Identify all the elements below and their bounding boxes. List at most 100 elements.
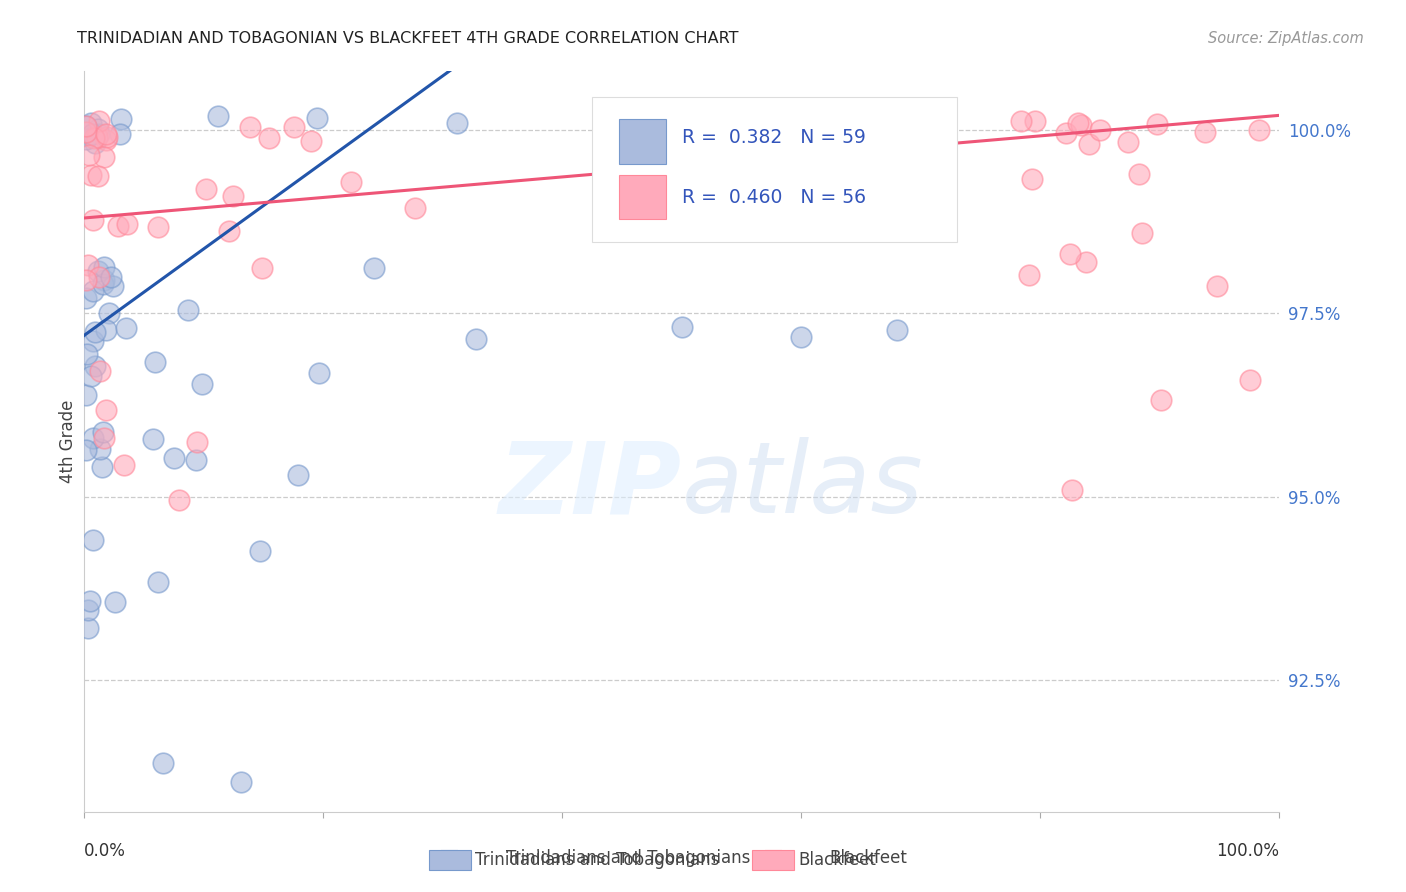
Point (184, 452, 207, 467)
Point (89, 442, 111, 456)
Point (163, 450, 186, 465)
Point (82, 334, 104, 349)
Point (104, 594, 127, 608)
FancyBboxPatch shape (619, 120, 666, 164)
Point (1116, 135, 1139, 149)
Text: □: □ (440, 848, 460, 868)
Point (86, 169, 108, 183)
Text: ZIP: ZIP (499, 437, 682, 534)
Point (1090, 123, 1112, 137)
Point (142, 432, 165, 446)
Point (146, 574, 169, 589)
Text: Trinidadians and Tobagonians: Trinidadians and Tobagonians (506, 849, 751, 867)
Point (77, 621, 100, 635)
Point (75, 291, 97, 305)
Point (83, 136, 105, 150)
Point (80, 168, 103, 182)
Point (112, 458, 135, 472)
Point (340, 175, 363, 189)
Point (82, 533, 104, 547)
Text: R =  0.382   N = 59: R = 0.382 N = 59 (682, 128, 866, 147)
Point (363, 260, 385, 275)
FancyBboxPatch shape (619, 175, 666, 219)
Point (1067, 116, 1090, 130)
Point (177, 302, 200, 317)
Point (910, 136, 932, 151)
Text: 0.0%: 0.0% (84, 842, 127, 860)
Point (1128, 167, 1150, 181)
Point (87, 127, 110, 141)
Point (82, 284, 104, 298)
Point (1054, 126, 1077, 140)
Point (80, 369, 103, 384)
Point (75, 443, 97, 458)
Point (308, 366, 330, 380)
Point (75, 125, 97, 139)
Point (75, 132, 97, 146)
Point (287, 467, 309, 482)
Point (93, 260, 115, 274)
Point (218, 224, 240, 238)
Point (886, 323, 908, 337)
Point (98, 306, 121, 320)
Point (194, 182, 217, 196)
Point (96, 130, 118, 145)
Point (1132, 226, 1154, 240)
Point (299, 134, 322, 148)
Point (283, 120, 305, 135)
Point (77, 148, 100, 162)
Point (239, 120, 262, 134)
Point (207, 109, 229, 123)
Point (257, 130, 280, 145)
Text: Trinidadians and Tobagonians: Trinidadians and Tobagonians (475, 851, 720, 869)
Point (790, 330, 813, 344)
Point (1076, 254, 1098, 268)
Point (1010, 114, 1032, 128)
Point (82, 212, 104, 227)
Point (94, 127, 117, 141)
Point (89, 364, 111, 378)
Point (1021, 172, 1043, 186)
Point (75, 119, 97, 133)
Point (115, 321, 138, 335)
Point (231, 775, 253, 789)
Point (222, 188, 245, 202)
Point (75, 273, 97, 287)
Point (152, 756, 174, 771)
Point (96, 403, 118, 417)
Point (1024, 113, 1046, 128)
Point (93, 150, 115, 164)
Point (1239, 373, 1261, 387)
Text: Blackfeet: Blackfeet (830, 849, 907, 867)
Point (80, 127, 103, 141)
Text: Blackfeet: Blackfeet (799, 851, 876, 869)
Point (84, 359, 107, 373)
Point (250, 261, 273, 276)
Point (1062, 483, 1084, 498)
Text: atlas: atlas (682, 437, 924, 534)
Point (89, 113, 111, 128)
Point (86, 130, 108, 145)
Point (91, 277, 114, 292)
Point (110, 127, 132, 141)
Point (75, 388, 97, 402)
Point (851, 124, 873, 138)
Point (84, 326, 107, 340)
Text: TRINIDADIAN AND TOBAGONIAN VS BLACKFEET 4TH GRADE CORRELATION CHART: TRINIDADIAN AND TOBAGONIAN VS BLACKFEET … (77, 31, 738, 46)
Text: 100.0%: 100.0% (1216, 842, 1279, 860)
Y-axis label: 4th Grade: 4th Grade (59, 400, 77, 483)
Point (446, 116, 468, 130)
Point (143, 355, 166, 369)
Point (671, 319, 693, 334)
Point (1070, 118, 1092, 132)
Point (76, 258, 98, 272)
Point (93, 431, 115, 445)
Point (404, 201, 426, 215)
Point (1206, 279, 1229, 293)
Point (80, 116, 103, 130)
Point (1078, 136, 1101, 151)
Point (83, 131, 105, 145)
Point (1247, 123, 1270, 137)
Point (249, 543, 271, 558)
Point (465, 332, 488, 346)
